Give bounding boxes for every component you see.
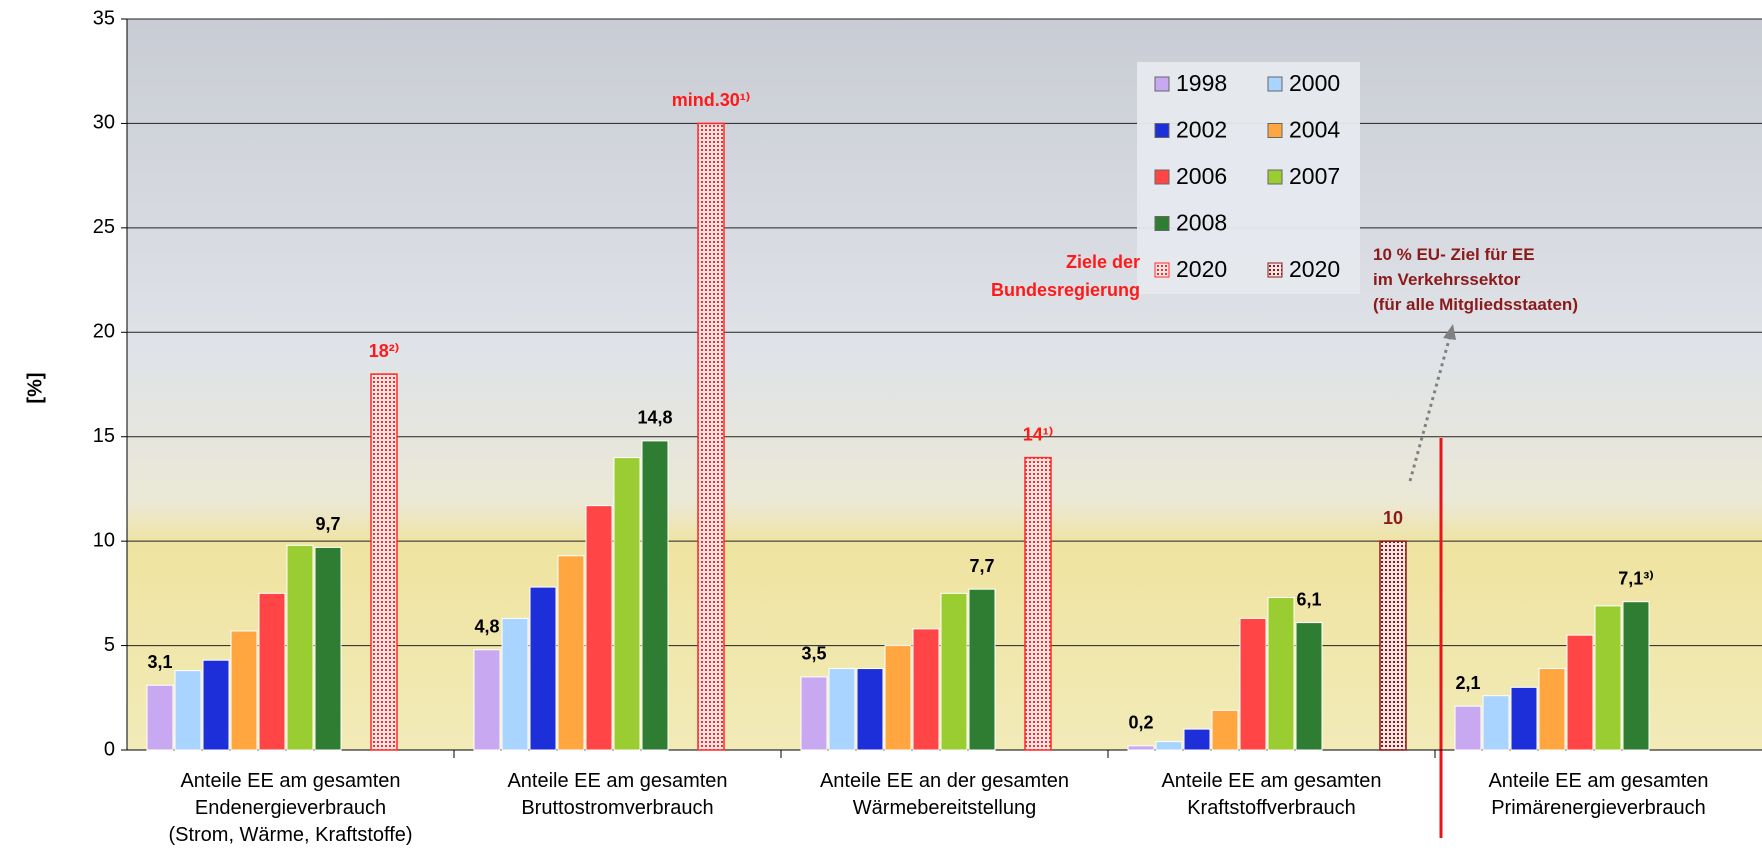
bar [286,544,314,751]
y-tick-label: 10 [93,529,115,551]
legend-label: 2020 [1176,256,1227,282]
bar [1594,605,1622,751]
annotation: Ziele der Bundesregierung [990,252,1140,300]
x-tick-label: Anteile EE am gesamten Primärenergieverb… [1488,770,1709,819]
y-tick-label: 15 [93,425,115,447]
y-tick-label: 25 [93,216,115,238]
legend-swatch [1154,216,1170,231]
bar [1566,634,1594,751]
data-label: 2,1 [1455,673,1480,693]
bar [585,505,613,751]
legend-swatch [1154,262,1170,278]
bar [1239,617,1267,751]
legend-label: 2000 [1289,70,1340,96]
bar [613,457,641,751]
bar [940,592,968,751]
y-tick-label: 30 [93,112,115,134]
data-label: 9,7 [315,514,340,534]
legend-box [1137,62,1360,294]
bar [641,440,669,751]
data-label: 6,1 [1296,589,1321,609]
data-label: 3,5 [801,644,826,664]
annotation: 10 % EU- Ziel für EE im Verkehrssektor (… [1373,245,1578,314]
bar [1183,728,1211,751]
x-tick-label: Anteile EE am gesamten Kraftstoffverbrau… [1161,770,1382,819]
legend-swatch [1154,123,1170,138]
bar [1538,668,1566,751]
bar [1155,741,1183,751]
bar [828,668,856,751]
data-label: 10 [1383,508,1403,528]
bar [258,592,286,751]
bar [1295,622,1323,751]
bar [697,122,725,751]
bar [1482,695,1510,751]
legend-swatch [1267,76,1283,92]
y-tick-label: 5 [104,634,115,656]
legend-label: 2020 [1289,256,1340,282]
bar [314,546,342,751]
legend-label: 2008 [1176,210,1227,236]
legend-label: 2002 [1176,117,1227,143]
bar [529,586,557,751]
legend-swatch [1154,76,1170,92]
bar [370,373,398,751]
data-label: 14,8 [637,408,672,428]
bar [1211,709,1239,751]
bar [968,588,996,751]
bar [856,668,884,751]
y-tick-label: 0 [104,738,115,760]
arrow-head [1443,324,1456,340]
legend-label: 2007 [1289,163,1340,189]
legend-label: 1998 [1176,70,1227,96]
y-tick-label: 20 [93,321,115,343]
legend-swatch [1267,169,1283,185]
legend-label: 2004 [1289,117,1340,143]
bar [230,630,258,751]
data-label: 14¹⁾ [1023,424,1053,444]
bar [146,684,174,751]
data-label: 7,7 [969,556,994,576]
x-tick-label: Anteile EE am gesamten Bruttostromverbra… [507,770,728,819]
x-tick-label: Anteile EE am gesamten Endenergieverbrau… [168,770,413,846]
x-tick-label: Anteile EE an der gesamten Wärmebereitst… [819,770,1070,819]
bar [1510,686,1538,751]
bar [202,659,230,751]
bar [473,649,501,751]
bar [1379,540,1407,751]
data-label: 0,2 [1128,713,1153,733]
bar [912,628,940,751]
data-label: 7,1³⁾ [1618,568,1653,588]
bar [1622,601,1650,751]
data-label: mind.30¹⁾ [672,90,750,110]
bar [501,617,529,751]
legend-swatch [1267,262,1283,278]
y-tick-label: 35 [93,7,115,29]
legend-label: 2006 [1176,163,1227,189]
legend-swatch [1154,169,1170,185]
data-label: 18²⁾ [369,341,399,361]
bar [174,670,202,751]
bar [1454,705,1482,751]
y-axis-label: [%] [24,372,46,403]
bar [1024,456,1052,751]
bar [1267,597,1295,751]
bar [1127,745,1155,751]
data-label: 3,1 [147,652,172,672]
bar [884,645,912,751]
bar [800,676,828,751]
legend-swatch [1267,123,1283,138]
bar [557,555,585,751]
data-label: 4,8 [474,616,499,636]
